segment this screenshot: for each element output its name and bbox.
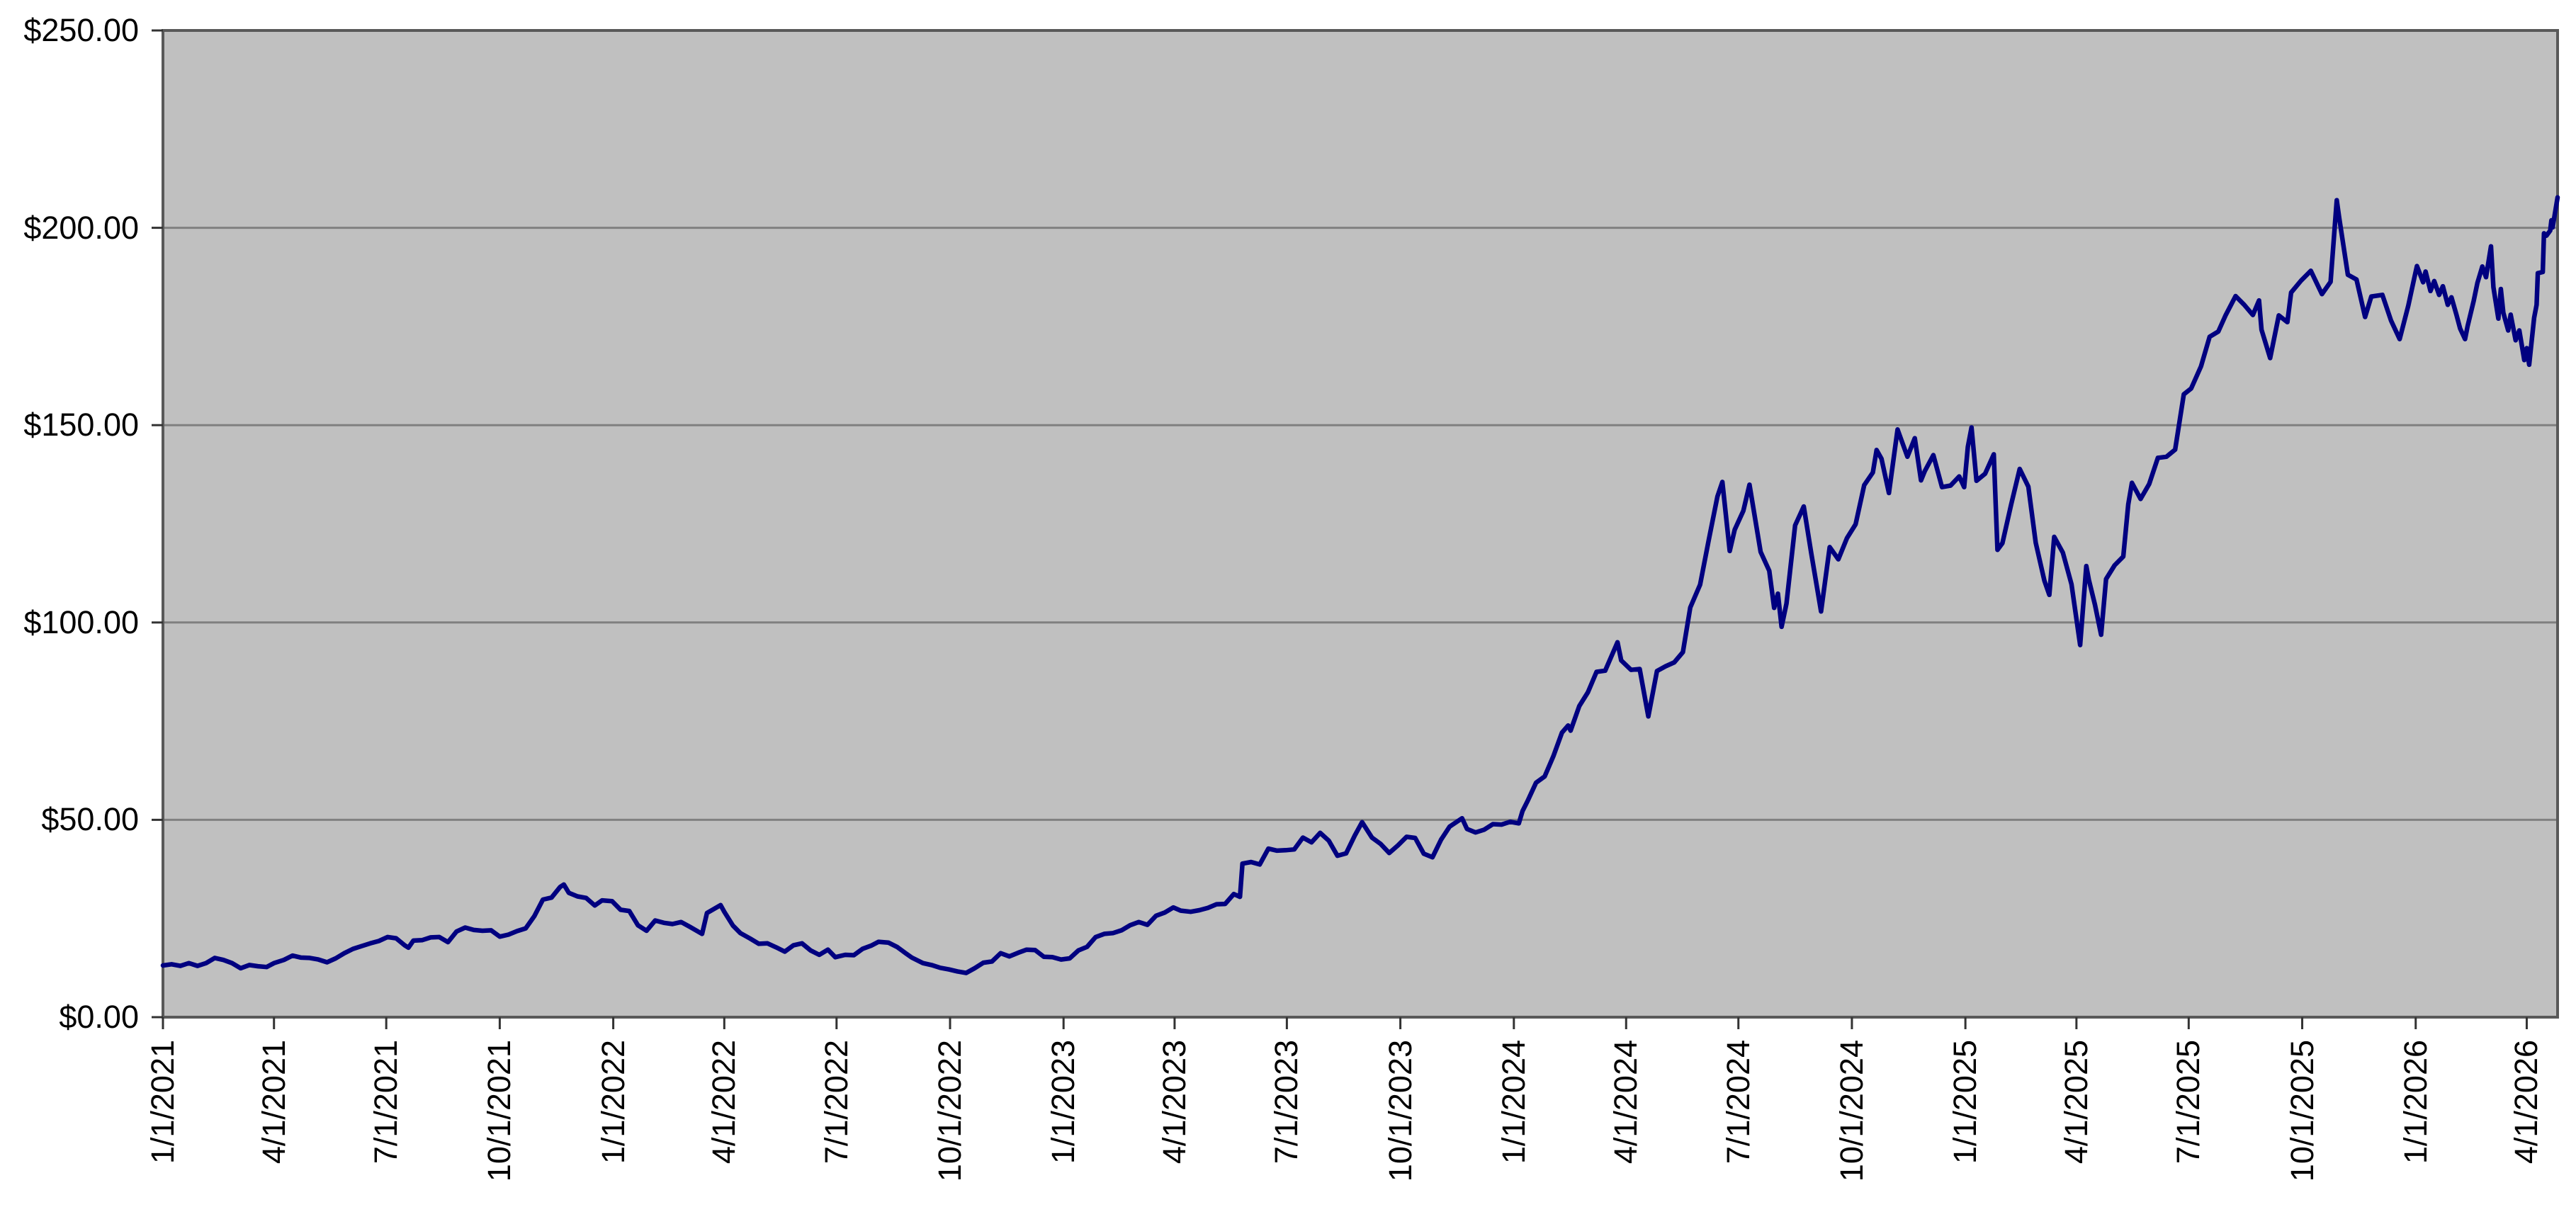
x-axis-label: 1/1/2023 [1045,1040,1082,1164]
x-axis-label: 1/1/2026 [2397,1040,2434,1164]
x-axis-label: 4/1/2026 [2508,1040,2545,1164]
x-axis-label: 10/1/2022 [931,1040,968,1182]
x-axis-label: 4/1/2024 [1608,1040,1644,1164]
x-axis-label: 7/1/2024 [1719,1040,1756,1164]
x-axis-label: 4/1/2025 [2057,1040,2094,1164]
x-axis-label: 7/1/2023 [1268,1040,1305,1164]
y-axis-label: $200.00 [23,209,139,246]
x-axis-label: 1/1/2025 [1947,1040,1984,1164]
x-axis-label: 10/1/2024 [1833,1040,1870,1182]
x-axis-label: 1/1/2022 [594,1040,631,1164]
x-axis-label: 7/1/2021 [368,1040,405,1164]
y-axis-label: $0.00 [59,999,139,1035]
y-axis-label: $150.00 [23,407,139,443]
x-axis-label: 10/1/2023 [1382,1040,1418,1182]
y-axis-label: $50.00 [41,801,139,838]
x-axis-label: 7/1/2022 [818,1040,854,1164]
x-axis-label: 1/1/2024 [1495,1040,1532,1164]
y-axis-label: $100.00 [23,604,139,640]
plot-border [162,29,2559,1019]
x-axis-label: 4/1/2021 [255,1040,292,1164]
x-axis-label: 4/1/2022 [706,1040,742,1164]
x-axis-label: 10/1/2025 [2283,1040,2320,1182]
y-axis-label: $250.00 [23,12,139,48]
x-axis-label: 1/1/2021 [145,1040,181,1164]
plot-background [163,30,2558,1017]
x-axis-label: 7/1/2025 [2170,1040,2207,1164]
x-axis-label: 4/1/2023 [1156,1040,1192,1164]
price-line-series [160,195,2560,975]
x-axis-label: 10/1/2021 [481,1040,518,1182]
